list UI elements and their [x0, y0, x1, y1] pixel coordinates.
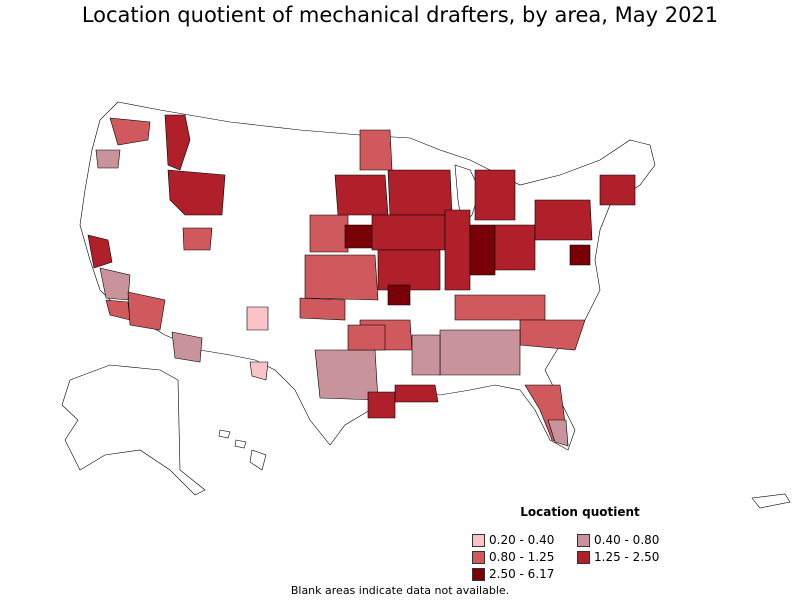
legend-label: 2.50 - 6.17 [489, 567, 555, 581]
map-area-idaho-south [167, 169, 226, 216]
map-area-iowa [371, 214, 446, 251]
legend-label: 0.80 - 1.25 [489, 550, 555, 564]
map-area-hawaii-3 [249, 449, 267, 471]
map-area-oregon [95, 149, 121, 169]
legend: Location quotient 0.20 - 0.40 0.40 - 0.8… [470, 505, 690, 581]
map-area-california-south [105, 299, 131, 321]
legend-item-2-50-6-17: 2.50 - 6.17 [472, 567, 577, 581]
map-area-iowa-hot [344, 224, 373, 249]
map-area-arizona-tucson [171, 331, 203, 363]
legend-title: Location quotient [520, 505, 640, 519]
map-area-washington [109, 117, 151, 146]
map-area-louisiana [394, 384, 439, 403]
map-area-carolinas [519, 319, 586, 351]
map-area-texas-houston [367, 391, 396, 419]
map-area-kentucky-tennessee [454, 294, 546, 321]
map-area-ohio [494, 224, 536, 271]
legend-item-0-20-0-40: 0.20 - 0.40 [472, 533, 577, 547]
legend-item-0-80-1-25: 0.80 - 1.25 [472, 550, 577, 564]
legend-item-1-25-2-50: 1.25 - 2.50 [577, 550, 682, 564]
map-area-utah-north [182, 227, 213, 251]
map-area-missouri-hot [387, 284, 411, 306]
map-area-florida-south [547, 419, 569, 447]
map-area-new-mexico [246, 306, 269, 331]
map-area-kansas [304, 254, 379, 301]
map-area-new-england [599, 174, 636, 206]
legend-label: 0.40 - 0.80 [594, 533, 660, 547]
map-area-missouri [377, 249, 441, 291]
map-area-illinois [444, 209, 471, 291]
footnote: Blank areas indicate data not available. [290, 584, 510, 597]
map-area-nebraska [309, 214, 349, 253]
map-area-puerto-rico [751, 493, 791, 509]
map-area-hawaii-2 [234, 439, 247, 449]
map-area-indiana [469, 224, 496, 276]
map-area-mississippi [411, 334, 441, 376]
legend-label: 1.25 - 2.50 [594, 550, 660, 564]
map-area-north-dakota [359, 129, 393, 171]
map-area-alabama-georgia [439, 329, 521, 376]
legend-swatch [577, 550, 590, 564]
map-area-michigan [474, 169, 516, 221]
legend-swatch [577, 533, 590, 547]
map-area-california-central [99, 267, 131, 301]
map-area-texas-west [249, 361, 269, 381]
map-area-alaska [61, 364, 206, 496]
legend-swatch [472, 550, 485, 564]
map-area-wisconsin [387, 169, 453, 216]
map-area-texas-north [347, 324, 386, 351]
map-area-minnesota [334, 174, 389, 216]
map-area-hawaii-1 [218, 429, 231, 439]
legend-swatch [472, 533, 485, 547]
legend-label: 0.20 - 0.40 [489, 533, 555, 547]
map-area-oklahoma [299, 297, 346, 321]
page-title: Location quotient of mechanical drafters… [81, 3, 719, 27]
map-area-california-bay [87, 234, 113, 269]
legend-swatch [472, 567, 485, 581]
map-area-maryland [569, 244, 591, 266]
map-area-idaho-north [164, 114, 191, 171]
legend-item-0-40-0-80: 0.40 - 0.80 [577, 533, 682, 547]
map-area-arizona-phoenix [127, 291, 166, 331]
map-area-pennsylvania [534, 199, 593, 241]
